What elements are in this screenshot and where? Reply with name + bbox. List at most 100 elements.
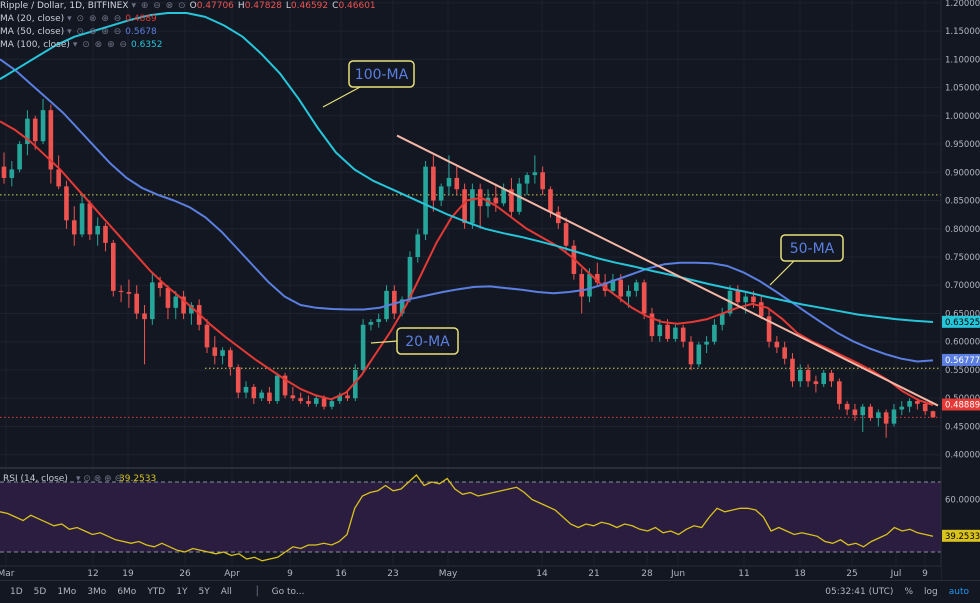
candle [930, 410, 936, 418]
candle-body [71, 220, 77, 235]
rsi-settings-icon[interactable]: ▾ ⊙ ⊗ ⊕ ⊖ [76, 474, 122, 484]
candle-body [501, 189, 506, 204]
candle [79, 194, 85, 238]
candle [64, 180, 69, 229]
auto-toggle[interactable]: auto [948, 587, 969, 597]
candle-body [509, 189, 514, 212]
callout-pointer [322, 85, 363, 108]
range-button[interactable]: 1Mo [57, 587, 77, 597]
candle-body [25, 118, 30, 145]
candle-body [922, 403, 928, 412]
indicator-row[interactable]: MA (50, close) ▾ ⊙ ⊗ ⊕ ⊖ 0.5678 [0, 26, 380, 39]
candle [17, 141, 22, 173]
candle-body [782, 347, 787, 359]
candle-body [392, 290, 397, 314]
candle-body [103, 225, 108, 243]
candle [243, 381, 249, 399]
candle [259, 389, 264, 402]
callout: 20-MA [370, 327, 459, 355]
price-tick-label: 0.65000 [945, 309, 980, 319]
range-button[interactable]: 3Mo [87, 587, 107, 597]
candle-body [274, 375, 280, 402]
candle [758, 296, 764, 320]
candle-body [399, 299, 405, 314]
candle [376, 313, 382, 328]
price-tick-label: 0.40000 [945, 451, 980, 461]
range-button[interactable]: 1Y [176, 587, 188, 597]
time-tick-label: May [439, 569, 458, 579]
settings-icons[interactable]: ▾ ⊕ ⊖ ⊗ ⊙ [131, 1, 187, 11]
range-button[interactable]: YTD [147, 587, 166, 597]
indicator-settings-icon[interactable]: ▾ ⊙ ⊗ ⊕ ⊖ [72, 40, 129, 50]
price-badge [942, 353, 980, 366]
candle-body [431, 166, 436, 201]
symbol-row: Ripple / Dollar, 1D, BITFINEX ▾ ⊕ ⊖ ⊗ ⊙ … [0, 0, 380, 13]
candle [563, 217, 569, 252]
indicator-settings-icon[interactable]: ▾ ⊙ ⊗ ⊕ ⊖ [67, 14, 123, 24]
candle-body [797, 369, 803, 382]
time-tick-label: 25 [846, 569, 857, 579]
trendline-segment[interactable] [396, 134, 939, 407]
range-button[interactable]: 6Mo [117, 587, 137, 597]
price-tick-label: 0.90000 [945, 168, 980, 178]
candle-body [9, 169, 15, 178]
candle [71, 206, 77, 246]
price-tick-label: 1.05000 [945, 84, 980, 94]
candle [282, 372, 288, 399]
price-badge [942, 315, 980, 328]
candle-body [110, 242, 116, 291]
time-tick-label: 11 [738, 569, 749, 579]
candle-body [883, 412, 889, 424]
indicator-row[interactable]: MA (100, close) ▾ ⊙ ⊗ ⊕ ⊖ 0.6352 [0, 39, 380, 52]
time-tick-label: 9 [287, 569, 293, 579]
symbol-title[interactable]: Ripple / Dollar, 1D, BITFINEX [0, 1, 129, 11]
candle [860, 403, 866, 433]
log-toggle[interactable]: log [924, 587, 938, 597]
range-button[interactable]: All [220, 587, 232, 597]
price-tick-label: 1.15000 [945, 27, 980, 37]
percent-toggle[interactable]: % [904, 587, 913, 597]
range-button[interactable]: 5Y [198, 587, 210, 597]
rsi-panel: RSI (14, close) ▾ ⊙ ⊗ ⊕ ⊖39.2533 [0, 474, 941, 562]
candle-body [56, 169, 61, 187]
candle-body [657, 324, 663, 337]
rsi-line [0, 474, 934, 562]
callout-box [348, 60, 415, 88]
candle [907, 398, 912, 413]
candle [392, 285, 397, 320]
candle-body [189, 305, 194, 314]
goto-icon[interactable]: ⎪ [253, 587, 261, 597]
candle-body [134, 293, 140, 314]
goto-button[interactable]: Go to... [271, 587, 305, 597]
candle-body [548, 189, 553, 212]
indicator-settings-icon[interactable]: ▾ ⊙ ⊗ ⊕ ⊖ [67, 27, 123, 37]
candle [634, 279, 639, 297]
chart-legend: Ripple / Dollar, 1D, BITFINEX ▾ ⊕ ⊖ ⊗ ⊙ … [0, 0, 380, 52]
price-axis[interactable]: 1.20000 1.15000 1.10000 1.05000 1.00000 0.950… [940, 0, 980, 580]
range-button[interactable]: 1D [10, 587, 23, 597]
candle [837, 378, 842, 410]
ohlc-value: 0.46601 [338, 1, 376, 11]
range-button[interactable]: 5D [33, 587, 47, 597]
candle-body [516, 183, 522, 212]
candle-body [634, 282, 639, 291]
candle-body [142, 313, 147, 320]
trendline[interactable] [396, 134, 939, 407]
ohlc-key: O [189, 1, 197, 11]
time-axis[interactable]: Mar 12 19 26 Apr 9 16 23 May 14 21 28 Jun 11 18 25 Jul 9 [0, 565, 941, 580]
candle-body [126, 292, 132, 294]
indicator-row[interactable]: MA (20, close) ▾ ⊙ ⊗ ⊕ ⊖ 0.4889 [0, 13, 380, 26]
time-tick-label: 9 [922, 569, 928, 579]
candle [220, 347, 225, 365]
candle [555, 206, 561, 229]
candle [48, 104, 54, 184]
candle-body [758, 302, 764, 317]
candle [712, 319, 717, 345]
candle [524, 172, 530, 195]
candle-body [376, 319, 382, 322]
candle [1, 152, 7, 184]
candle-body [680, 327, 686, 342]
candle-body [438, 186, 444, 201]
candle-body [407, 257, 413, 300]
